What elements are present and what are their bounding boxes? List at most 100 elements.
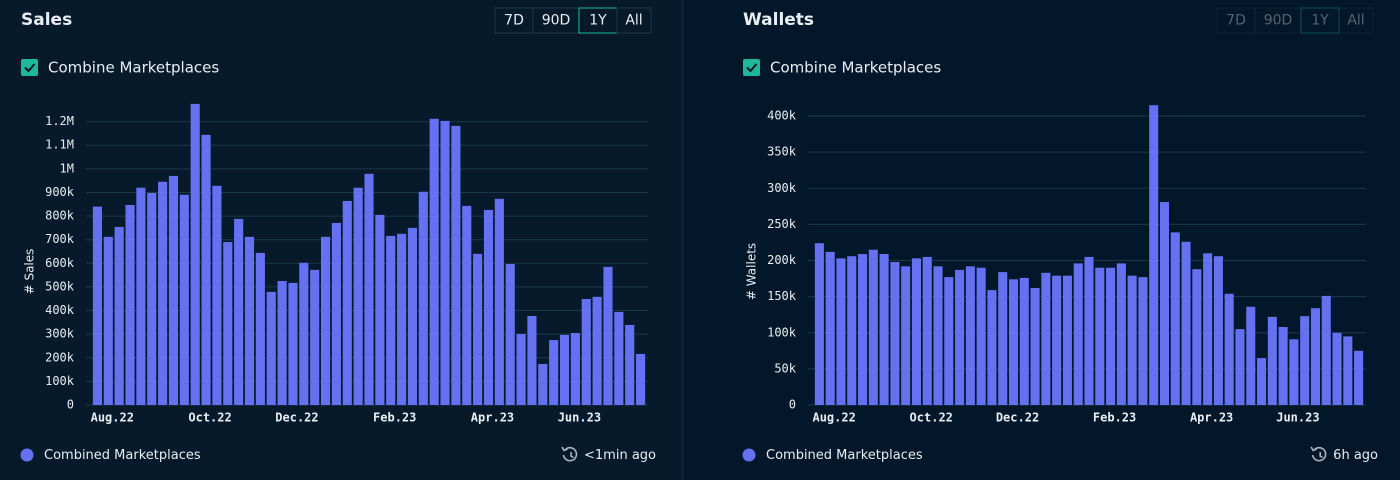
bar <box>288 282 298 405</box>
bar <box>944 277 954 405</box>
x-tick-label: Dec.22 <box>275 411 318 425</box>
bar <box>933 266 943 405</box>
range-button-label: All <box>1347 13 1364 29</box>
bar <box>342 200 352 405</box>
x-tick-label: Aug.22 <box>91 411 134 425</box>
bar <box>1343 336 1353 405</box>
bar <box>1257 358 1267 405</box>
y-tick-label: 600k <box>45 256 75 270</box>
bar <box>158 181 168 405</box>
bar <box>429 118 439 405</box>
bar <box>527 315 537 405</box>
bar <box>1181 241 1191 405</box>
bar <box>397 233 407 405</box>
refresh-icon <box>561 446 578 462</box>
bar <box>1019 277 1029 405</box>
bar <box>277 281 287 405</box>
range-button-label[interactable]: All <box>625 13 642 29</box>
bar <box>364 173 374 405</box>
bar <box>922 256 932 405</box>
bar <box>1321 295 1331 405</box>
y-tick-label: 300k <box>45 327 75 341</box>
chart-title: Wallets <box>743 10 814 30</box>
range-button-label: 7D <box>1226 13 1246 29</box>
x-tick-label: Apr.23 <box>1190 411 1233 425</box>
range-button-label[interactable]: 90D <box>542 13 571 29</box>
bar <box>299 262 309 405</box>
y-tick-label: 1.1M <box>45 138 74 152</box>
bar <box>976 267 986 405</box>
bar <box>814 243 824 405</box>
range-button <box>1338 7 1374 34</box>
bar <box>473 253 483 405</box>
bar <box>911 258 921 405</box>
bar <box>212 185 222 405</box>
range-button-label[interactable]: 1Y <box>589 13 607 29</box>
bar <box>418 191 428 405</box>
bar <box>538 363 548 405</box>
bar <box>1159 202 1170 405</box>
bar <box>1192 269 1202 405</box>
checkmark <box>24 63 36 73</box>
bar <box>603 266 613 405</box>
checkmark <box>746 63 758 73</box>
bar <box>483 209 494 405</box>
bar <box>559 334 570 405</box>
x-tick-label: Feb.23 <box>373 411 416 425</box>
bar <box>1149 105 1159 406</box>
bar <box>1310 308 1320 405</box>
legend-swatch <box>20 448 34 462</box>
y-tick-label: 200k <box>767 253 797 267</box>
y-tick-label: 200k <box>45 350 75 364</box>
updated-time: 6h ago <box>1333 448 1378 463</box>
chart-title: Sales <box>21 10 72 30</box>
bar <box>1116 263 1126 405</box>
x-tick-label: Apr.23 <box>471 411 514 425</box>
bar <box>516 333 526 405</box>
x-tick-label: Aug.22 <box>812 411 855 425</box>
bar <box>614 311 624 405</box>
bar <box>625 324 635 405</box>
bar <box>1267 316 1277 405</box>
bar <box>147 192 157 405</box>
checkbox-label[interactable]: Combine Marketplaces <box>770 59 941 77</box>
range-button-label[interactable]: 7D <box>504 13 524 29</box>
bar <box>1224 293 1234 405</box>
range-button[interactable] <box>616 7 652 34</box>
x-tick-label: Jun.23 <box>558 411 601 425</box>
y-tick-label: 800k <box>45 209 75 223</box>
bar <box>266 291 276 405</box>
range-button-label: 1Y <box>1311 13 1329 29</box>
bar <box>92 206 102 405</box>
bar <box>386 235 396 405</box>
bar <box>353 187 363 405</box>
bar <box>879 254 889 405</box>
y-tick-label: 50k <box>774 361 796 375</box>
bar <box>179 194 189 405</box>
checkbox[interactable] <box>743 59 760 76</box>
bar <box>1138 277 1148 405</box>
bar <box>965 266 975 405</box>
bar <box>451 125 461 406</box>
bar <box>1354 350 1364 405</box>
y-tick-label: 100k <box>767 325 797 339</box>
bar <box>955 269 965 405</box>
y-tick-label: 400k <box>767 109 797 123</box>
y-tick-label: 0 <box>789 398 796 412</box>
y-tick-label: 900k <box>45 185 75 199</box>
checkbox[interactable] <box>21 59 38 76</box>
bar <box>592 296 602 405</box>
x-tick-label: Oct.22 <box>910 411 953 425</box>
bar <box>223 242 233 405</box>
bar <box>136 187 146 405</box>
checkbox-label[interactable]: Combine Marketplaces <box>48 59 219 77</box>
y-tick-label: 500k <box>45 279 75 293</box>
range-button <box>1254 7 1302 34</box>
legend-label: Combined Marketplaces <box>44 448 201 463</box>
bar <box>1095 267 1105 405</box>
bar <box>1127 275 1137 405</box>
x-tick-label: Feb.23 <box>1093 411 1136 425</box>
bar <box>1052 275 1062 405</box>
